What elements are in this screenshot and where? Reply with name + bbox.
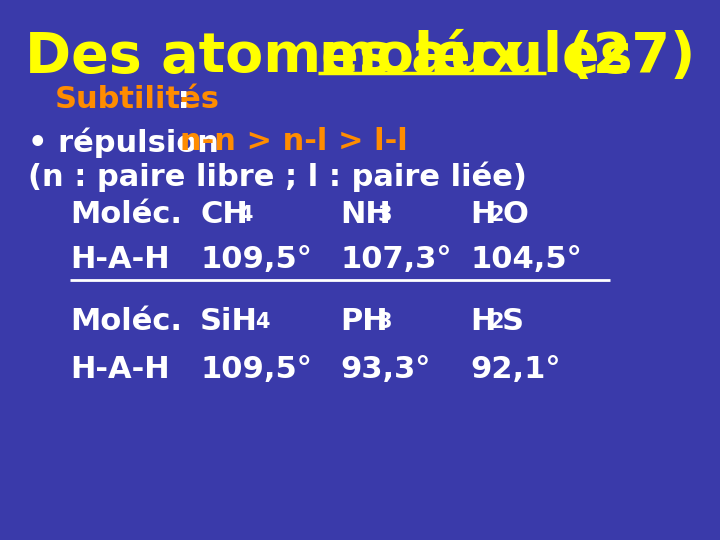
- Text: 93,3°: 93,3°: [340, 355, 431, 384]
- Text: (n : paire libre ; l : paire liée): (n : paire libre ; l : paire liée): [28, 161, 527, 192]
- Text: CH: CH: [200, 200, 248, 229]
- Text: 4: 4: [238, 205, 253, 225]
- Text: O: O: [502, 200, 528, 229]
- Text: 107,3°: 107,3°: [340, 245, 451, 274]
- Text: 109,5°: 109,5°: [200, 355, 312, 384]
- Text: Subtilités: Subtilités: [55, 85, 220, 114]
- Text: 2: 2: [489, 205, 503, 225]
- Text: 104,5°: 104,5°: [470, 245, 582, 274]
- Text: SiH: SiH: [200, 307, 258, 336]
- Text: molécules: molécules: [318, 30, 633, 84]
- Text: (27): (27): [548, 30, 696, 84]
- Text: NH: NH: [340, 200, 391, 229]
- Text: H-A-H: H-A-H: [70, 355, 170, 384]
- Text: PH: PH: [340, 307, 387, 336]
- Text: 3: 3: [378, 205, 392, 225]
- Text: Moléc.: Moléc.: [70, 200, 182, 229]
- Text: 4: 4: [255, 312, 269, 332]
- Text: 92,1°: 92,1°: [470, 355, 560, 384]
- Text: • répulsion: • répulsion: [28, 127, 230, 158]
- Text: 2: 2: [489, 312, 503, 332]
- Text: H: H: [470, 307, 495, 336]
- Text: H-A-H: H-A-H: [70, 245, 170, 274]
- Text: n-n > n-l > l-l: n-n > n-l > l-l: [180, 127, 408, 156]
- Text: S: S: [502, 307, 524, 336]
- Text: Moléc.: Moléc.: [70, 307, 182, 336]
- Text: :: :: [167, 85, 190, 114]
- Text: H: H: [470, 200, 495, 229]
- Text: Des atomes aux: Des atomes aux: [25, 30, 544, 84]
- Text: 109,5°: 109,5°: [200, 245, 312, 274]
- Text: 3: 3: [378, 312, 392, 332]
